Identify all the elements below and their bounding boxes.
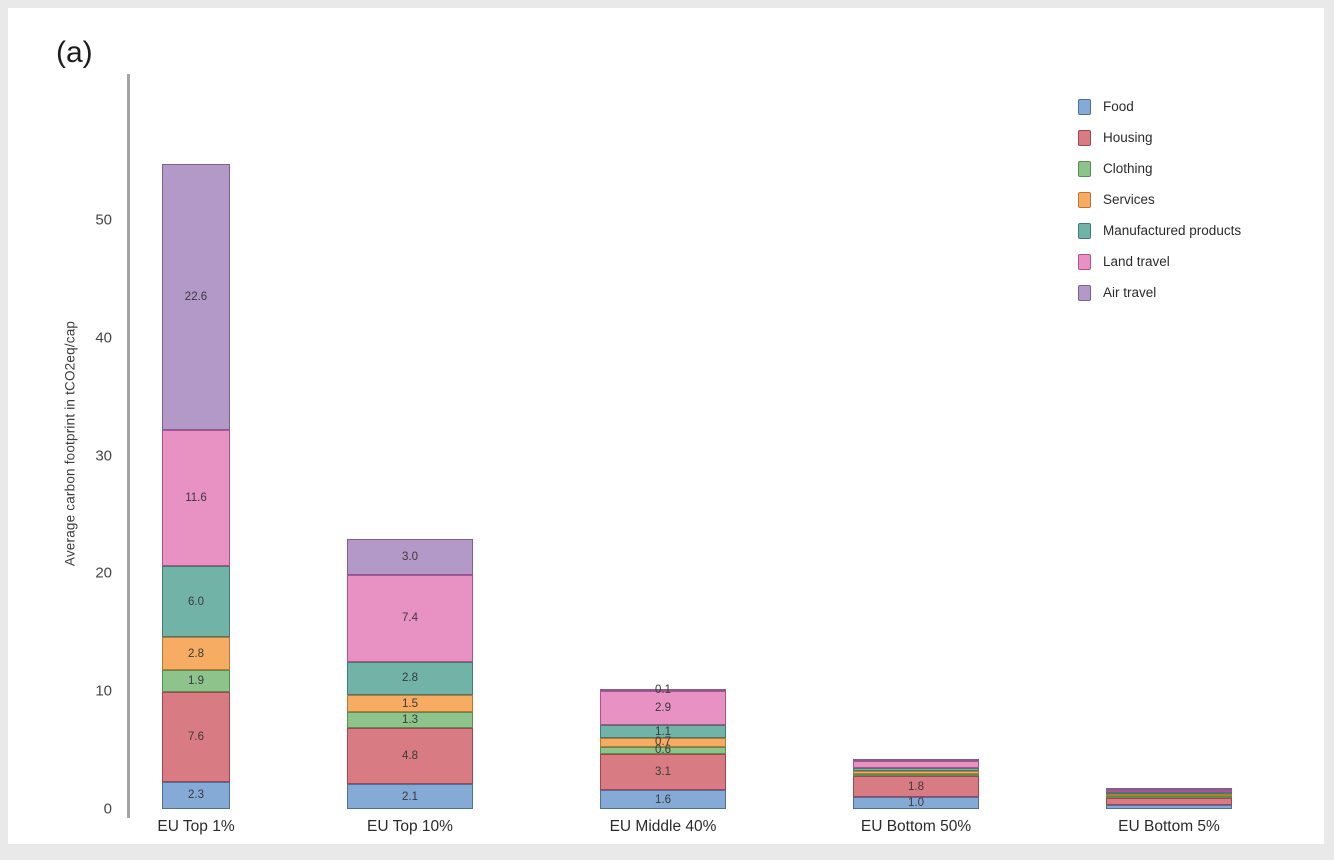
bar-segment: 1.8 bbox=[853, 776, 979, 798]
x-category-label: EU Middle 40% bbox=[609, 818, 717, 835]
segment-value-label: 1.8 bbox=[908, 780, 924, 793]
legend-label: Food bbox=[1103, 99, 1134, 114]
y-axis-title: Average carbon footprint in tCO2eq/cap bbox=[62, 320, 78, 567]
y-tick-label: 50 bbox=[95, 211, 112, 229]
bar-segment: 7.4 bbox=[347, 574, 473, 662]
y-tick-label: 30 bbox=[95, 447, 112, 465]
bar-segment: 4.8 bbox=[347, 727, 473, 785]
legend-swatch-icon bbox=[1078, 191, 1091, 208]
bar-segment bbox=[853, 771, 979, 774]
bar-segment: 1.3 bbox=[347, 712, 473, 728]
y-tick-label: 20 bbox=[95, 564, 112, 582]
legend-swatch-icon bbox=[1078, 253, 1091, 270]
segment-value-label: 2.8 bbox=[188, 647, 204, 660]
bar-segment bbox=[853, 760, 979, 768]
segment-value-label: 7.4 bbox=[402, 612, 418, 625]
bar-segment: 2.9 bbox=[600, 691, 726, 726]
segment-value-label: 1.1 bbox=[655, 725, 671, 738]
y-tick-label: 10 bbox=[95, 682, 112, 700]
segment-value-label: 1.0 bbox=[908, 797, 924, 810]
segment-value-label: 2.8 bbox=[402, 672, 418, 685]
bar-segment: 1.5 bbox=[347, 694, 473, 713]
segment-value-label: 2.9 bbox=[655, 702, 671, 715]
legend-label: Clothing bbox=[1103, 161, 1153, 176]
bar-segment bbox=[1106, 798, 1232, 806]
segment-value-label: 2.3 bbox=[188, 789, 204, 802]
bar-segment: 3.1 bbox=[600, 753, 726, 791]
segment-value-label: 1.9 bbox=[188, 675, 204, 688]
bar-segment: 0.7 bbox=[600, 736, 726, 748]
legend-label: Housing bbox=[1103, 130, 1153, 145]
bar-segment: 11.6 bbox=[162, 429, 230, 567]
legend: Food Housing Clothing Services Manufactured … bbox=[1078, 91, 1241, 308]
legend-item: Manufactured products bbox=[1078, 215, 1241, 246]
segment-value-label: 6.0 bbox=[188, 595, 204, 608]
legend-item: Clothing bbox=[1078, 153, 1241, 184]
bar-segment: 2.8 bbox=[347, 661, 473, 695]
legend-label: Air travel bbox=[1103, 285, 1157, 300]
segment-value-label: 1.5 bbox=[402, 697, 418, 710]
chart-figure: (a) Average carbon footprint in tCO2eq/c… bbox=[8, 8, 1324, 844]
x-category-label: EU Bottom 5% bbox=[1118, 818, 1220, 835]
x-category-label: EU Bottom 50% bbox=[860, 818, 972, 835]
bar-segment bbox=[1106, 790, 1232, 793]
bar-segment: 1.1 bbox=[600, 725, 726, 739]
bar-segment: 0.6 bbox=[600, 744, 726, 756]
legend-swatch-icon bbox=[1078, 284, 1091, 301]
legend-item: Food bbox=[1078, 91, 1241, 122]
legend-label: Manufactured products bbox=[1103, 223, 1242, 238]
segment-value-label: 1.6 bbox=[655, 793, 671, 806]
bar-segment: 2.1 bbox=[347, 784, 473, 809]
bar-segment bbox=[1106, 796, 1232, 799]
y-tick-label: 0 bbox=[103, 800, 112, 818]
legend-label: Services bbox=[1103, 192, 1155, 207]
bar-segment: 2.3 bbox=[162, 781, 230, 809]
legend-swatch-icon bbox=[1078, 98, 1091, 115]
bar-segment: 1.0 bbox=[853, 797, 979, 809]
stacked-bar: 1.8 1.0 bbox=[853, 758, 979, 809]
segment-value-label: 1.3 bbox=[402, 714, 418, 727]
segment-value-label: 2.1 bbox=[402, 790, 418, 803]
bar-segment: 6.0 bbox=[162, 566, 230, 638]
legend-item: Housing bbox=[1078, 122, 1241, 153]
panel-label: (a) bbox=[56, 36, 93, 69]
bar-segment bbox=[853, 767, 979, 772]
bar-segment: 7.6 bbox=[162, 692, 230, 782]
bar-segment bbox=[1106, 805, 1232, 809]
bar-segment bbox=[853, 773, 979, 777]
bar-segment: 3.0 bbox=[347, 539, 473, 575]
stacked-bar: 0.1 2.9 1.1 0.7 0.6 3.1 1.6 bbox=[600, 684, 726, 809]
bar-segment bbox=[1106, 788, 1232, 791]
bar-segment bbox=[1106, 792, 1232, 795]
bar-segment: 1.9 bbox=[162, 670, 230, 693]
legend-label: Land travel bbox=[1103, 254, 1170, 269]
x-category-label: EU Top 1% bbox=[157, 818, 235, 835]
bar-segment: 22.6 bbox=[162, 163, 230, 430]
legend-item: Land travel bbox=[1078, 246, 1241, 277]
y-axis-line bbox=[127, 74, 130, 818]
stacked-bar bbox=[1106, 788, 1232, 809]
bar-segment: 1.6 bbox=[600, 790, 726, 809]
bar-segment: 2.8 bbox=[162, 637, 230, 671]
legend-swatch-icon bbox=[1078, 222, 1091, 239]
legend-swatch-icon bbox=[1078, 129, 1091, 146]
x-category-label: EU Top 10% bbox=[367, 818, 453, 835]
stacked-bar: 22.6 11.6 6.0 2.8 1.9 7.6 2.3 bbox=[162, 163, 230, 809]
legend-item: Air travel bbox=[1078, 277, 1241, 308]
segment-value-label: 7.6 bbox=[188, 731, 204, 744]
legend-swatch-icon bbox=[1078, 160, 1091, 177]
bar-segment bbox=[1106, 794, 1232, 797]
bar-segment bbox=[853, 758, 979, 761]
legend-item: Services bbox=[1078, 184, 1241, 215]
y-tick-label: 40 bbox=[95, 329, 112, 347]
segment-value-label: 3.1 bbox=[655, 765, 671, 778]
segment-value-label: 22.6 bbox=[184, 290, 208, 303]
segment-value-label: 3.0 bbox=[402, 550, 418, 563]
segment-value-label: 4.8 bbox=[402, 750, 418, 762]
segment-value-label: 11.6 bbox=[185, 492, 207, 505]
stacked-bar: 3.0 7.4 2.8 1.5 1.3 4.8 2.1 bbox=[347, 539, 473, 809]
